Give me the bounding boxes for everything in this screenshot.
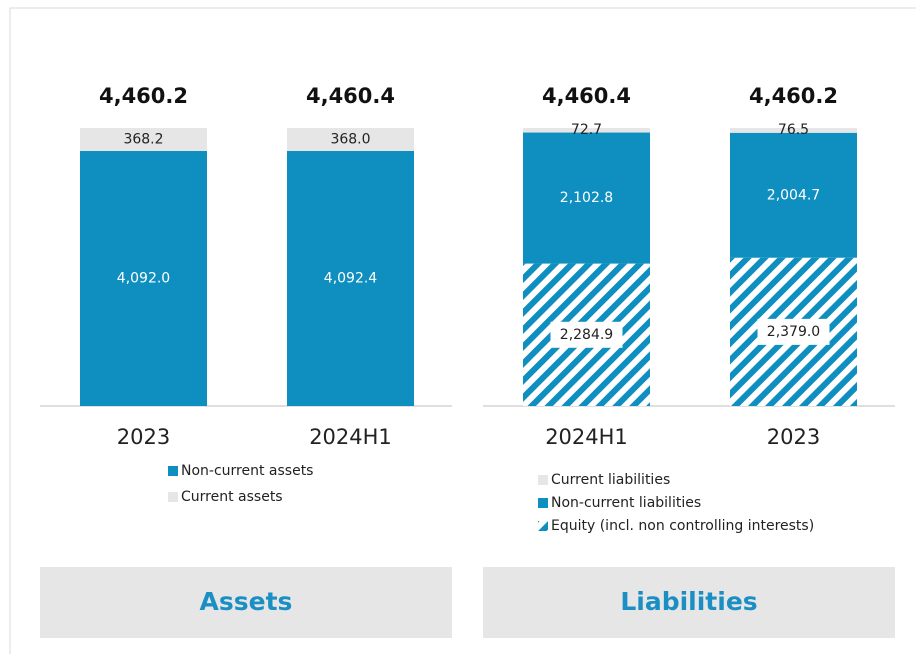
bar-segment: [730, 128, 857, 133]
bar-segment: [287, 150, 414, 406]
panel-footer: [40, 567, 452, 638]
bar-segment: [730, 132, 857, 258]
legend-label: Non-current liabilities: [551, 495, 701, 511]
legend-label: Equity (incl. non controlling interests): [551, 518, 814, 534]
value-label: 72.7: [571, 122, 602, 138]
value-label: 2,102.8: [560, 190, 613, 206]
value-label: 368.2: [123, 131, 163, 147]
value-label: 2,284.9: [560, 327, 613, 343]
value-label: 2,379.0: [767, 324, 820, 340]
legend-label: Non-current assets: [181, 463, 313, 479]
legend-swatch: [168, 492, 178, 502]
bar-segment: [523, 128, 650, 133]
x-tick-label: 2023: [767, 425, 820, 449]
legend-label: Current assets: [181, 489, 283, 505]
panel-title: Assets: [200, 587, 293, 616]
panel-title: Liabilities: [620, 587, 757, 616]
value-label: 4,092.4: [324, 270, 378, 286]
label-box: [550, 321, 623, 348]
x-tick-label: 2023: [117, 425, 170, 449]
legend-swatch: [538, 475, 548, 485]
legend-swatch: [168, 466, 178, 476]
x-tick-label: 2024H1: [545, 425, 628, 449]
panel-footer: [483, 567, 895, 638]
total-label: 4,460.4: [306, 84, 395, 108]
legend-swatch: [538, 521, 548, 531]
value-label: 2,004.7: [767, 187, 820, 203]
bar-segment: [80, 128, 207, 151]
value-label: 76.5: [778, 122, 809, 138]
value-label: 4,092.0: [117, 270, 170, 286]
total-label: 4,460.2: [99, 84, 188, 108]
total-label: 4,460.4: [542, 84, 631, 108]
total-label: 4,460.2: [749, 84, 838, 108]
bar-segment: [80, 150, 207, 406]
x-tick-label: 2024H1: [309, 425, 392, 449]
bar-segment: [287, 128, 414, 151]
legend-label: Current liabilities: [551, 472, 670, 488]
legend-swatch: [538, 498, 548, 508]
value-label: 368.0: [330, 131, 370, 147]
label-box: [757, 318, 830, 345]
bar-segment: [523, 132, 650, 264]
card-border: [9, 7, 916, 654]
